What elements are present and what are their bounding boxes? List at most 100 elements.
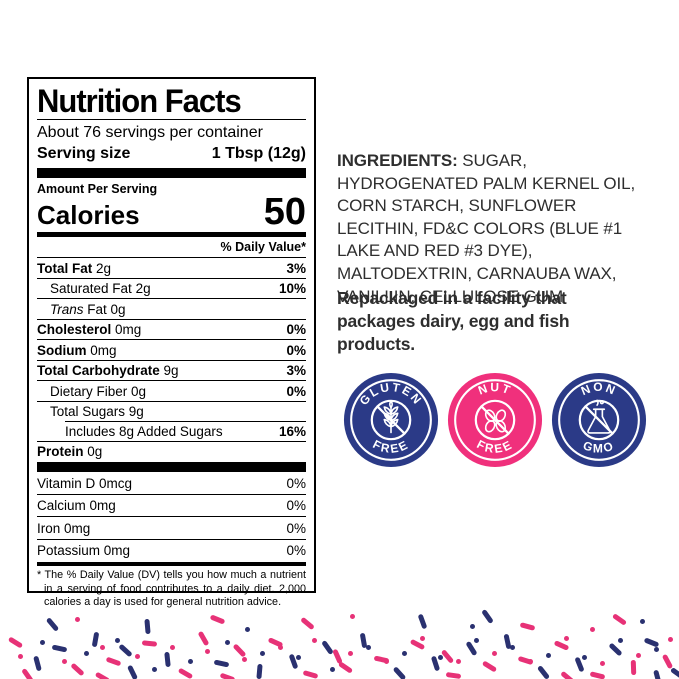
nutrient-row-includes-8g-added-sugars: Includes 8g Added Sugars 16%: [37, 421, 306, 441]
daily-value: 0%: [286, 498, 306, 513]
sprinkle: [560, 670, 575, 679]
nutrient-name: Trans Fat 0g: [50, 301, 126, 317]
sprinkle: [332, 648, 343, 665]
sprinkle: [300, 616, 315, 631]
daily-value: 0%: [286, 383, 306, 399]
sprinkle: [337, 661, 354, 674]
daily-value: 0%: [286, 322, 306, 337]
nut-free-badge: NUT FREE: [447, 372, 543, 468]
calories-row: Calories 50: [37, 193, 306, 231]
sprinkle: [105, 656, 122, 667]
sprinkle: [630, 659, 637, 676]
nutrient-name: Total Carbohydrate 9g: [37, 363, 179, 378]
sprinkle-dot: [278, 645, 283, 650]
nutrient-row-potassium: Potassium 0mg 0%: [37, 538, 306, 562]
sprinkle-dot: [40, 640, 45, 645]
nutrient-row-protein: Protein 0g: [37, 440, 306, 462]
daily-value: 16%: [278, 423, 306, 439]
daily-value: 3%: [286, 363, 306, 378]
sprinkle-dot: [654, 647, 659, 652]
daily-value: 0%: [286, 475, 306, 491]
nutrient-row-calcium: Calcium 0mg 0%: [37, 493, 306, 517]
sprinkle: [553, 640, 570, 651]
sprinkle-dot: [245, 627, 250, 632]
sprinkle: [373, 655, 390, 664]
sprinkle: [91, 631, 100, 648]
nutrient-row-fat: Trans Fat 0g: [37, 298, 306, 319]
sprinkle: [481, 660, 498, 673]
nutrient-name: Includes 8g Added Sugars: [65, 423, 223, 439]
servings-per-container: About 76 servings per container: [37, 124, 263, 141]
daily-value: 10%: [278, 281, 306, 296]
sprinkle-dot: [528, 659, 533, 664]
sprinkle-dot: [260, 651, 265, 656]
sprinkle: [118, 643, 133, 658]
sprinkle: [445, 671, 462, 679]
daily-value: 3%: [286, 260, 306, 276]
nutrient-row-iron: Iron 0mg 0%: [37, 516, 306, 539]
sprinkle: [517, 655, 534, 666]
sprinkle: [359, 632, 368, 649]
ingredients-paragraph: INGREDIENTS: SUGAR, HYDROGENATED PALM KE…: [337, 150, 645, 308]
wheat-icon: [370, 399, 412, 441]
nutrient-name: Cholesterol 0mg: [37, 322, 142, 337]
sprinkle-dot: [366, 645, 371, 650]
nutrient-rows: Total Fat 2g 3% Saturated Fat 2g 10% Trans F…: [37, 257, 306, 461]
sprinkle: [70, 662, 85, 677]
nutrient-name: Potassium 0mg: [37, 543, 131, 558]
sprinkle: [661, 653, 674, 670]
sprinkle: [503, 633, 512, 650]
sprinkle: [164, 651, 171, 668]
sprinkle: [481, 608, 494, 625]
sprinkle-dot: [456, 659, 461, 664]
badges-row: GLUTEN FREE NUT FREE: [343, 372, 647, 468]
sprinkle: [219, 672, 236, 679]
serving-size-label: Serving size: [37, 145, 131, 162]
sprinkle: [392, 666, 407, 679]
slash: [376, 405, 406, 435]
sprinkle: [197, 630, 210, 647]
nutrient-row-saturated-fat: Saturated Fat 2g 10%: [37, 277, 306, 299]
sprinkle-dot: [75, 617, 80, 622]
sprinkle: [267, 637, 284, 648]
vitamin-rows: Vitamin D 0mcg 0% Calcium 0mg 0% Iron 0mg 0% P…: [37, 471, 306, 561]
sprinkle: [417, 613, 428, 630]
sprinkle: [302, 670, 319, 679]
sprinkle-dot: [242, 657, 247, 662]
sprinkle: [177, 667, 194, 679]
sprinkle: [209, 614, 226, 625]
amount-per-serving-label: Amount Per Serving: [37, 182, 158, 196]
sprinkle: [321, 639, 334, 656]
sprinkle: [21, 667, 34, 679]
sprinkle: [536, 665, 551, 679]
serving-size-row: Serving size 1 Tbsp (12g): [37, 144, 306, 164]
sprinkle: [643, 637, 660, 648]
medium-divider: [37, 562, 306, 566]
sprinkle: [653, 669, 662, 679]
nutrient-row-sodium: Sodium 0mg 0%: [37, 339, 306, 360]
sprinkle: [213, 659, 230, 668]
sprinkle-dot: [640, 619, 645, 624]
nutrition-facts-title: Nutrition Facts: [37, 82, 242, 120]
sprinkle: [256, 663, 263, 679]
sprinkle-dot: [510, 645, 515, 650]
sprinkle-dot: [18, 654, 23, 659]
sprinkle: [51, 644, 68, 653]
sprinkle-dot: [470, 624, 475, 629]
sprinkle-dot: [438, 655, 443, 660]
sprinkle-dot: [188, 659, 193, 664]
sprinkle-dot: [384, 659, 389, 664]
sprinkle-dot: [546, 653, 551, 658]
sprinkle-dot: [474, 638, 479, 643]
sprinkle-dot: [636, 653, 641, 658]
sprinkle-dot: [135, 654, 140, 659]
sprinkle-dot: [170, 645, 175, 650]
sprinkle-dot: [152, 667, 157, 672]
sprinkle-dot: [62, 659, 67, 664]
sprinkle-dot: [84, 651, 89, 656]
sprinkle: [440, 649, 455, 664]
nutrient-name: Vitamin D 0mcg: [37, 475, 133, 491]
sprinkle: [144, 618, 151, 635]
sprinkle: [7, 636, 24, 649]
